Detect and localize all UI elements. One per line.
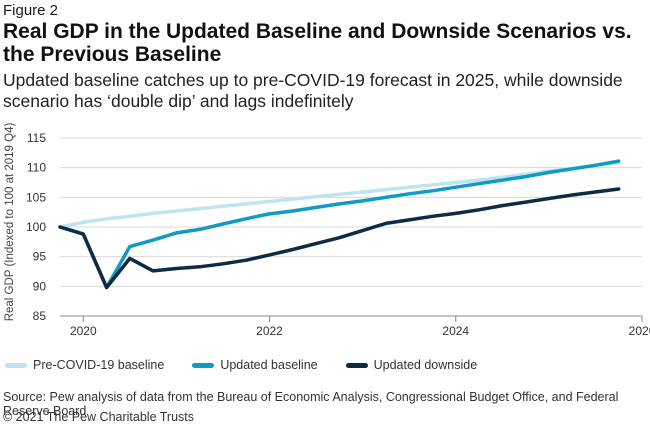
y-axis-label: Real GDP (Indexed to 100 at 2019 Q4) bbox=[4, 123, 16, 322]
y-axis-ticks: 85 90 95 100 105 110 115 bbox=[26, 131, 46, 323]
copyright-note: © 2021 The Pew Charitable Trusts bbox=[3, 410, 195, 424]
y-tick-label: 105 bbox=[26, 190, 46, 204]
legend-label-updated-baseline: Updated baseline bbox=[220, 358, 318, 372]
y-tick-label: 115 bbox=[27, 131, 46, 145]
figure-label: Figure 2 bbox=[3, 2, 59, 19]
x-tick-label: 2022 bbox=[256, 324, 283, 338]
chart-title: Real GDP in the Updated Baseline and Dow… bbox=[3, 20, 632, 66]
legend-label-pre-covid: Pre-COVID-19 baseline bbox=[33, 358, 165, 372]
series-line-updated-baseline bbox=[58, 159, 621, 290]
legend-swatch-pre-covid bbox=[5, 362, 27, 368]
chart-subtitle: Updated baseline catches up to pre-COVID… bbox=[3, 70, 623, 111]
gridlines bbox=[60, 137, 642, 317]
y-tick-label: 110 bbox=[27, 161, 46, 175]
source-note: Source: Pew analysis of data from the Bu… bbox=[3, 390, 619, 418]
x-tick-label: 2024 bbox=[442, 324, 469, 338]
y-tick-label: 90 bbox=[33, 279, 47, 293]
x-axis-ticks: 2020 2022 2024 2026 bbox=[60, 315, 650, 338]
legend-swatch-updated-downside bbox=[345, 362, 368, 368]
y-tick-label: 95 bbox=[33, 250, 47, 264]
legend-label-updated-downside: Updated downside bbox=[373, 358, 478, 372]
legend-item-pre-covid: Pre-COVID-19 baseline bbox=[5, 358, 164, 372]
series-lines bbox=[58, 159, 621, 290]
series-line-pre-covid-19-baseline bbox=[58, 160, 621, 229]
y-tick-label: 85 bbox=[33, 309, 47, 323]
legend-swatch-updated-baseline bbox=[192, 362, 215, 368]
x-tick-label: 2020 bbox=[70, 324, 97, 338]
series-line-updated-downside bbox=[58, 187, 621, 290]
y-tick-label: 100 bbox=[26, 220, 46, 234]
legend: Pre-COVID-19 baseline Updated baseline U… bbox=[5, 357, 505, 373]
legend-item-updated-downside: Updated downside bbox=[345, 358, 478, 372]
legend-item-updated-baseline: Updated baseline bbox=[192, 358, 318, 372]
x-tick-label: 2026 bbox=[629, 324, 650, 338]
line-chart: 85 90 95 100 105 110 115 2020 2022 2024 2026 Real… bbox=[4, 123, 650, 338]
